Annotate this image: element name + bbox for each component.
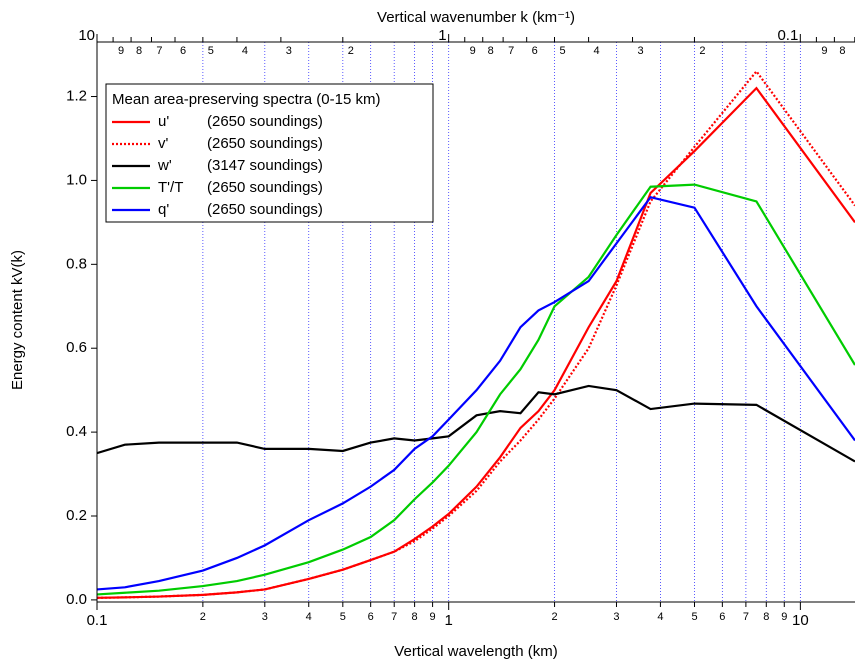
series-line: [97, 183, 855, 596]
legend-box: [105, 83, 434, 223]
x2-tick-label: 2: [348, 45, 354, 57]
x2-tick-label: 7: [156, 45, 162, 57]
x-axis-title: Vertical wavelength (km): [394, 643, 557, 660]
y-tick-label: 0.8: [66, 255, 87, 272]
legend-label: u': [158, 113, 169, 130]
x-tick-label: 3: [262, 611, 268, 623]
x-tick-label: 0.1: [87, 612, 108, 629]
x-tick-label: 4: [306, 611, 312, 623]
x2-tick-label: 10: [78, 27, 95, 44]
x-tick-label: 8: [763, 611, 769, 623]
x2-tick-label: 9: [118, 45, 124, 57]
legend-label: T'/T: [158, 179, 183, 196]
x-tick-label: 5: [340, 611, 346, 623]
legend-label: q': [158, 201, 169, 218]
x2-tick-label: 5: [559, 45, 565, 57]
x2-tick-label: 6: [532, 45, 538, 57]
x2-tick-label: 0.1: [777, 27, 798, 44]
x-tick-label: 7: [743, 611, 749, 623]
y-tick-label: 0.6: [66, 339, 87, 356]
x2-axis-title: Vertical wavenumber k (km⁻¹): [377, 9, 575, 26]
x-tick-label: 8: [412, 611, 418, 623]
x-tick-label: 10: [792, 612, 809, 629]
x2-tick-label: 4: [594, 45, 600, 57]
x2-tick-label: 8: [839, 45, 845, 57]
legend-note: (2650 soundings): [207, 135, 323, 152]
x-tick-label: 3: [613, 611, 619, 623]
y-axis-title: Energy content kV(k): [9, 250, 26, 390]
x2-tick-label: 8: [136, 45, 142, 57]
x-tick-label: 9: [781, 611, 787, 623]
x2-tick-label: 3: [637, 45, 643, 57]
legend-note: (3147 soundings): [207, 157, 323, 174]
x2-tick-label: 8: [488, 45, 494, 57]
legend-note: (2650 soundings): [207, 113, 323, 130]
y-tick-label: 0.0: [66, 591, 87, 608]
x-tick-label: 5: [691, 611, 697, 623]
x2-tick-label: 5: [208, 45, 214, 57]
legend: Mean area-preserving spectra (0-15 km) u…: [105, 83, 434, 223]
x2-tick-label: 1: [438, 27, 446, 44]
x-tick-label: 6: [719, 611, 725, 623]
x2-tick-label: 7: [508, 45, 514, 57]
legend-label: v': [158, 135, 169, 152]
series-line: [97, 384, 855, 463]
series-line: [97, 195, 855, 591]
x-tick-label: 4: [657, 611, 663, 623]
series-line: [97, 86, 855, 599]
x2-tick-label: 2: [699, 45, 705, 57]
x-tick-label: 1: [445, 612, 453, 629]
x2-tick-label: 6: [180, 45, 186, 57]
x2-tick-label: 3: [286, 45, 292, 57]
x-tick-label: 2: [200, 611, 206, 623]
x-tick-label: 6: [368, 611, 374, 623]
x2-tick-label: 9: [470, 45, 476, 57]
legend-title: Mean area-preserving spectra (0-15 km): [112, 91, 380, 108]
x-tick-label: 9: [430, 611, 436, 623]
y-tick-label: 0.2: [66, 507, 87, 524]
y-tick-label: 0.4: [66, 423, 87, 440]
legend-note: (2650 soundings): [207, 201, 323, 218]
y-tick-label: 1.0: [66, 171, 87, 188]
y-tick-label: 1.2: [66, 88, 87, 105]
x2-tick-label: 9: [821, 45, 827, 57]
x2-tick-label: 4: [242, 45, 248, 57]
x-tick-label: 2: [551, 611, 557, 623]
legend-note: (2650 soundings): [207, 179, 323, 196]
x-tick-label: 7: [391, 611, 397, 623]
lines: [97, 69, 855, 599]
legend-label: w': [157, 157, 172, 174]
